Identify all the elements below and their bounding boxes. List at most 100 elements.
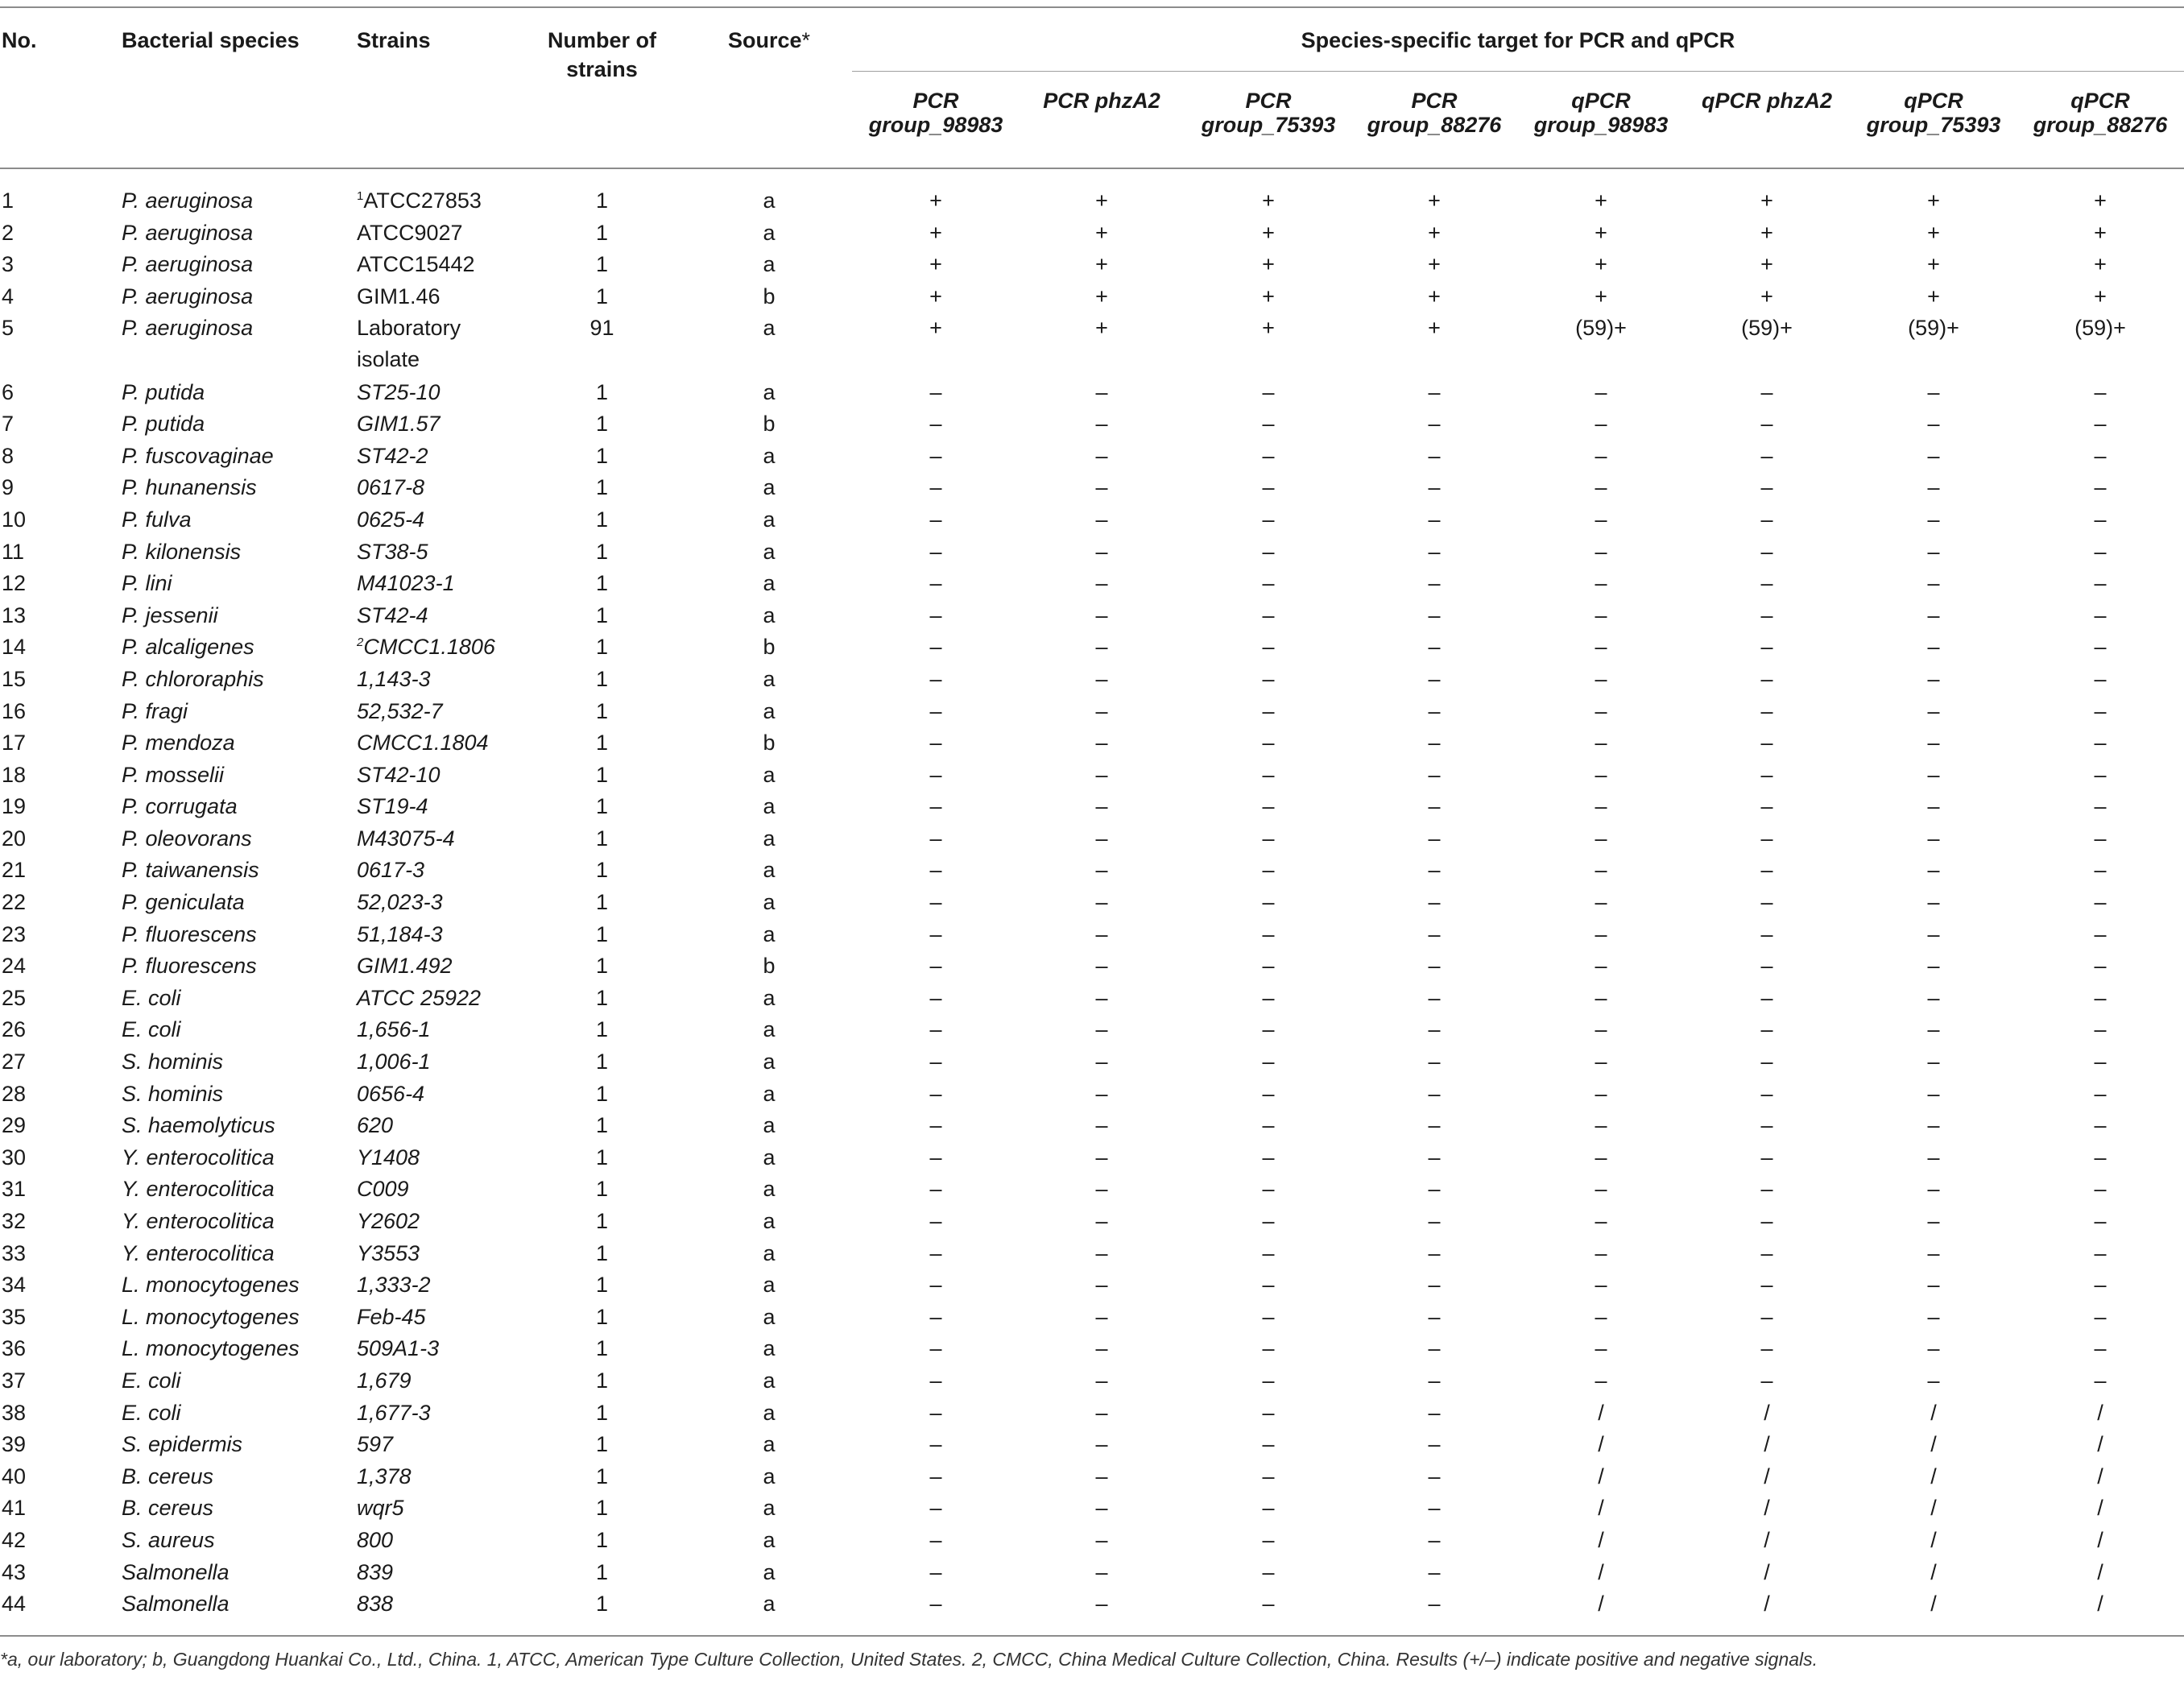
strain-name: Feb-45 xyxy=(357,1304,426,1329)
source: a xyxy=(763,1050,776,1074)
result-cell: – xyxy=(2094,858,2107,883)
result-cell: – xyxy=(1760,571,1773,596)
strain-name: ST42-4 xyxy=(357,602,428,627)
table-row: 30 Y. enterocolitica Y1408 1 a – – – – – – – – xyxy=(0,1142,2184,1174)
bacterial-species: Y. enterocolitica xyxy=(122,1145,275,1170)
result-cell: – xyxy=(1595,1240,1607,1265)
row-number: 38 xyxy=(2,1400,27,1425)
table-row: 5 P. aeruginosa Laboratory isolate 91 a + + + + (… xyxy=(0,313,2184,376)
result-cell: – xyxy=(1595,1304,1607,1329)
target-header-line2: group_75393 xyxy=(1201,113,1336,137)
bacterial-species: P. fuscovaginae xyxy=(122,443,274,468)
table-row: 41 B. cereus wqr5 1 a – – – – / / / / xyxy=(0,1492,2184,1525)
strain: Feb-45 xyxy=(357,1302,426,1333)
result-cell: – xyxy=(929,1050,942,1074)
bacterial-species: S. hominis xyxy=(122,1081,224,1106)
strain-footnote-mark: 1 xyxy=(357,189,364,203)
result-cell: – xyxy=(1262,1400,1275,1425)
result-cell: – xyxy=(1927,1273,1940,1298)
result-cell: – xyxy=(929,1177,942,1202)
row-number: 35 xyxy=(2,1304,27,1329)
result-cell: / xyxy=(1598,1464,1604,1488)
result-cell: – xyxy=(1595,475,1607,500)
strain: Y1408 xyxy=(357,1142,420,1174)
source: a xyxy=(763,507,776,532)
bacterial-species: P. hunanensis xyxy=(122,475,257,500)
result-cell: – xyxy=(1095,1432,1108,1457)
result-cell: – xyxy=(1095,1336,1108,1361)
result-cell: – xyxy=(1927,1081,1940,1106)
number-of-strains: 1 xyxy=(595,698,609,723)
strain: 509A1-3 xyxy=(357,1333,439,1364)
result-cell: – xyxy=(1595,1177,1607,1202)
table-row: 43 Salmonella 839 1 a – – – – / / / / xyxy=(0,1557,2184,1589)
result-cell: / xyxy=(1930,1400,1937,1425)
number-of-strains: 1 xyxy=(595,1464,609,1488)
table-row: 44 Salmonella 838 1 a – – – – / / / / xyxy=(0,1588,2184,1621)
result-cell: – xyxy=(1095,602,1108,627)
result-cell: – xyxy=(1760,1113,1773,1138)
result-cell: – xyxy=(2094,954,2107,979)
result-cell: – xyxy=(1428,1145,1441,1170)
bacterial-species: P. aeruginosa xyxy=(122,188,254,213)
number-of-strains: 1 xyxy=(595,985,609,1010)
source: a xyxy=(763,1113,776,1138)
strain-name: 1,333-2 xyxy=(357,1273,431,1298)
strain: 52,023-3 xyxy=(357,887,443,918)
result-cell: – xyxy=(1927,443,1940,468)
bacterial-species: P. mendoza xyxy=(122,731,235,756)
strain-name: 0625-4 xyxy=(357,507,425,532)
result-cell: – xyxy=(1927,571,1940,596)
bacterial-species: Salmonella xyxy=(122,1592,230,1617)
number-of-strains: 1 xyxy=(595,602,609,627)
result-cell: + xyxy=(1428,284,1441,308)
target-header: qPCR phzA2 xyxy=(1686,89,1847,113)
result-cell: / xyxy=(1930,1592,1937,1617)
result-cell: – xyxy=(1095,443,1108,468)
result-cell: – xyxy=(1595,412,1607,437)
strain-name: GIM1.46 xyxy=(357,284,441,308)
result-cell: – xyxy=(1428,890,1441,915)
target-header: qPCR group_98983 xyxy=(1520,89,1681,137)
result-cell: – xyxy=(1095,1050,1108,1074)
source: a xyxy=(763,1177,776,1202)
result-cell: – xyxy=(1927,762,1940,787)
result-cell: – xyxy=(1428,1432,1441,1457)
result-cell: + xyxy=(1760,188,1773,213)
target-header-line2: group_88276 xyxy=(1367,113,1502,137)
result-cell: / xyxy=(1930,1527,1937,1552)
result-cell: – xyxy=(2094,1304,2107,1329)
result-cell: + xyxy=(929,316,942,341)
row-number: 40 xyxy=(2,1464,27,1488)
result-cell: – xyxy=(1428,602,1441,627)
strain-name: 1,143-3 xyxy=(357,666,431,691)
number-of-strains: 1 xyxy=(595,1273,609,1298)
target-header-line1: PCR phzA2 xyxy=(1043,89,1160,113)
target-header: PCR group_75393 xyxy=(1188,89,1349,137)
bacterial-species: S. epidermis xyxy=(122,1432,243,1457)
bacterial-species: S. hominis xyxy=(122,1050,224,1074)
row-number: 2 xyxy=(2,220,14,245)
result-cell: – xyxy=(1927,1050,1940,1074)
strain-name: ATCC 25922 xyxy=(357,985,482,1010)
result-cell: – xyxy=(929,762,942,787)
result-cell: – xyxy=(1760,507,1773,532)
result-cell: – xyxy=(1927,379,1940,404)
number-of-strains: 91 xyxy=(589,316,614,341)
source: a xyxy=(763,826,776,851)
result-cell: – xyxy=(1595,1113,1607,1138)
strain-name: 509A1-3 xyxy=(357,1336,440,1361)
result-cell: + xyxy=(1095,284,1108,308)
number-of-strains: 1 xyxy=(595,1017,609,1042)
strain: ST25-10 xyxy=(357,377,441,408)
bacterial-species: L. monocytogenes xyxy=(122,1273,300,1298)
source: a xyxy=(763,985,776,1010)
result-cell: – xyxy=(1760,1145,1773,1170)
result-cell: – xyxy=(929,1527,942,1552)
result-cell: + xyxy=(1095,220,1108,245)
result-cell: + xyxy=(929,284,942,308)
result-cell: – xyxy=(1428,1177,1441,1202)
table-top-rule xyxy=(0,6,2184,8)
result-cell: – xyxy=(1095,1017,1108,1042)
target-header: PCR phzA2 xyxy=(1021,89,1182,113)
